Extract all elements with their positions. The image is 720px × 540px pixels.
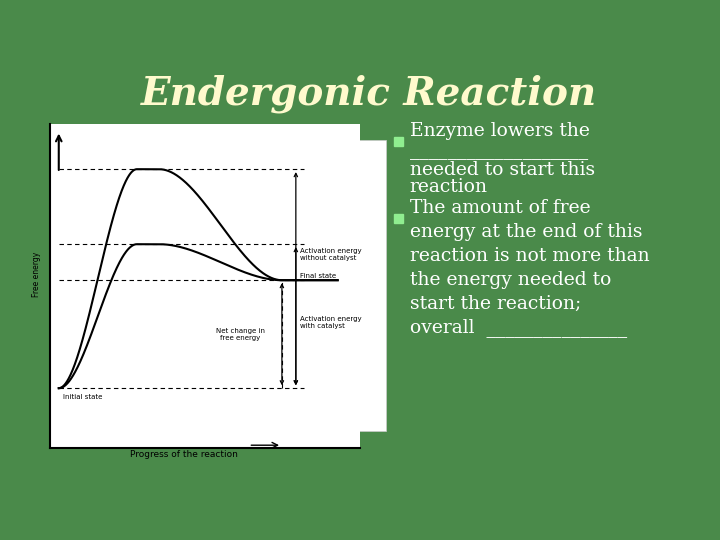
Text: the energy needed to: the energy needed to [410, 271, 611, 289]
Text: Net change in
free energy: Net change in free energy [215, 328, 264, 341]
Text: overall  _______________: overall _______________ [410, 318, 627, 337]
Text: Final state: Final state [300, 273, 336, 279]
Text: energy at the end of this: energy at the end of this [410, 222, 642, 241]
Bar [394, 214, 403, 223]
Text: Endergonic Reaction: Endergonic Reaction [141, 75, 597, 113]
Text: reaction is not more than: reaction is not more than [410, 247, 649, 265]
Text: needed to start this: needed to start this [410, 161, 595, 179]
Text: Free energy: Free energy [32, 252, 41, 297]
Text: Activation energy
with catalyst: Activation energy with catalyst [300, 316, 361, 329]
Text: Activation energy
without catalyst: Activation energy without catalyst [300, 248, 361, 261]
Text: Progress of the reaction: Progress of the reaction [130, 450, 238, 458]
Text: Enzyme lowers the: Enzyme lowers the [410, 122, 590, 140]
Bar [394, 137, 403, 146]
Text: start the reaction;: start the reaction; [410, 295, 581, 313]
Text: ___________________: ___________________ [410, 143, 588, 160]
Text: Initial state: Initial state [63, 394, 102, 400]
Text: The amount of free: The amount of free [410, 199, 590, 217]
Text: reaction: reaction [410, 178, 487, 196]
FancyBboxPatch shape [107, 140, 386, 431]
